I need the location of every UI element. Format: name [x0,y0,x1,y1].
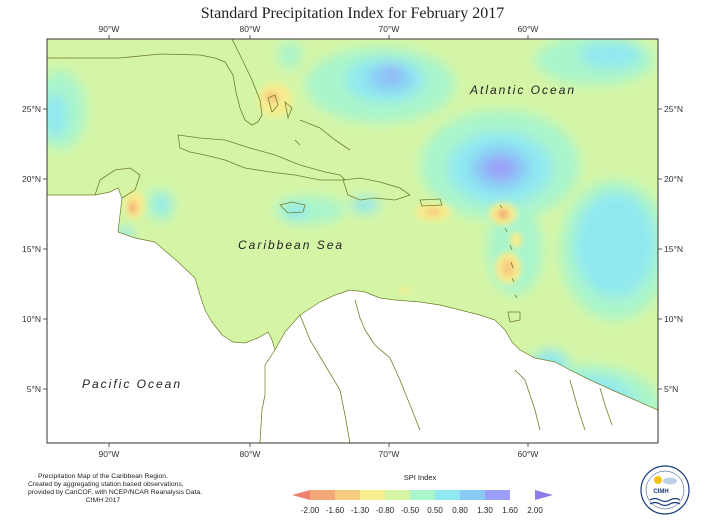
lat-label-left-5n: 5°N [27,384,41,394]
spi-legend-colorbar [292,490,553,500]
legend-tick-label: -0.50 [401,506,420,515]
credit-text: Precipitation Map of the Caribbean Regio… [28,473,203,505]
legend-tick-label: 0.50 [427,506,443,515]
wave-icon [649,497,681,503]
legend-swatch [460,490,485,500]
legend-swatch [435,490,460,500]
lat-label-left-25n: 25°N [22,104,41,114]
legend-tick-label: -1.30 [351,506,370,515]
logo-text: CIMH [653,489,669,495]
legend-tick-label: -1.60 [326,506,345,515]
legend-tick-label: 2.00 [527,506,543,515]
atlantic-ocean-label: Atlantic Ocean [469,83,576,97]
lon-label-top-60w: 60°W [518,24,539,34]
cimh-logo [640,465,690,515]
lat-label-left-10n: 10°N [22,314,41,324]
legend-tick-label: -2.00 [301,506,320,515]
caribbean-sea-label: Caribbean Sea [238,238,344,252]
dry-anomalies [125,83,522,293]
lon-label-bottom-60w: 60°W [518,449,539,459]
legend-title: SPI Index [403,473,437,482]
tick-marks [43,35,662,447]
legend-swatch [292,490,310,500]
spi-legend-ticks: -2.00 -1.60 -1.30 -0.80 -0.50 0.50 0.80 1.30 1.6… [301,506,543,515]
credit-line: CIMH 2017 [85,497,121,504]
sun-icon [654,476,662,484]
lat-label-right-10n: 10°N [664,314,683,324]
land-no-data [47,187,658,443]
credit-line: provided by CariCOF, with NCEP/NCAR Rean… [28,489,203,496]
legend-swatch [335,490,360,500]
legend-swatch [535,490,553,500]
map-frame [46,38,659,444]
legend-swatch [310,490,335,500]
credit-line: Precipitation Map of the Caribbean Regio… [38,473,168,480]
lat-label-right-15n: 15°N [664,244,683,254]
lat-label-left-20n: 20°N [22,174,41,184]
cloud-icon [663,477,677,485]
lon-label-top-70w: 70°W [379,24,400,34]
legend-tick-label: 0.80 [452,506,468,515]
lat-label-left-15n: 15°N [22,244,41,254]
legend-swatch [360,490,385,500]
lat-label-right-25n: 25°N [664,104,683,114]
map-title: Standard Precipitation Index for Februar… [200,5,505,22]
credit-line: Created by aggregating station based obs… [28,481,184,488]
lon-label-bottom-90w: 90°W [99,449,120,459]
lon-label-bottom-70w: 70°W [379,449,400,459]
pacific-ocean-label: Pacific Ocean [82,377,182,391]
legend-tick-label: 1.30 [477,506,493,515]
legend-swatch [385,490,410,500]
coastlines [47,39,613,443]
lon-label-top-80w: 80°W [240,24,261,34]
lon-label-top-90w: 90°W [99,24,120,34]
legend-tick-label: -0.80 [376,506,395,515]
lat-label-right-20n: 20°N [664,174,683,184]
lat-label-right-5n: 5°N [664,384,678,394]
legend-swatch [485,490,510,500]
legend-tick-label: 1.60 [502,506,518,515]
lon-label-bottom-80w: 80°W [240,449,261,459]
map-field [47,39,658,443]
legend-swatch [410,490,435,500]
